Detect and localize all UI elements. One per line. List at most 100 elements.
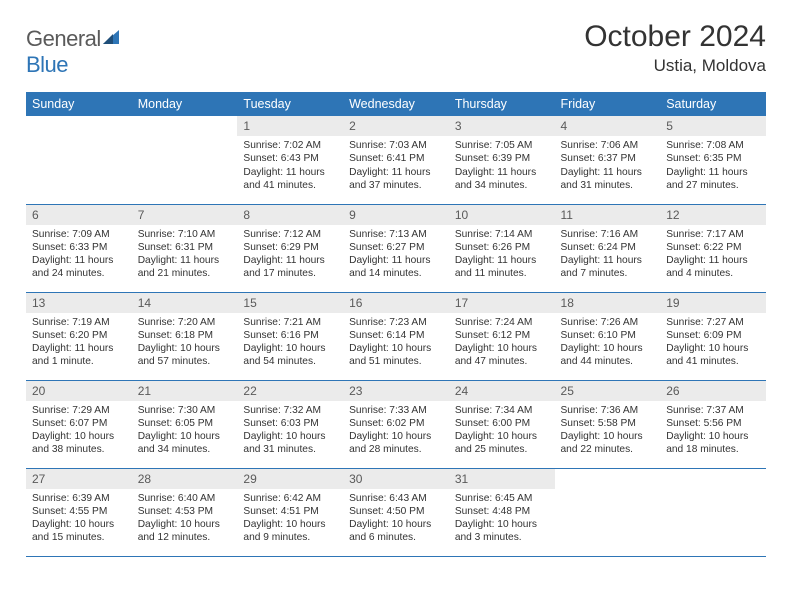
sunset-text: Sunset: 6:31 PM [138,241,232,254]
sunset-text: Sunset: 6:43 PM [243,152,337,165]
day-number: 3 [449,116,555,136]
logo-text: GeneralBlue [26,26,123,78]
day-cell: 17Sunrise: 7:24 AMSunset: 6:12 PMDayligh… [449,292,555,380]
day-cell: 25Sunrise: 7:36 AMSunset: 5:58 PMDayligh… [555,380,661,468]
day-number: 1 [237,116,343,136]
title-block: October 2024 Ustia, Moldova [584,20,766,76]
sunrise-text: Sunrise: 6:45 AM [455,492,549,505]
day-body: Sunrise: 7:19 AMSunset: 6:20 PMDaylight:… [26,313,132,373]
sunrise-text: Sunrise: 7:30 AM [138,404,232,417]
day-number: 7 [132,205,238,225]
daylight-text: Daylight: 10 hours and 44 minutes. [561,342,655,369]
daylight-text: Daylight: 10 hours and 22 minutes. [561,430,655,457]
daylight-text: Daylight: 10 hours and 28 minutes. [349,430,443,457]
day-cell: 8Sunrise: 7:12 AMSunset: 6:29 PMDaylight… [237,204,343,292]
day-number: 8 [237,205,343,225]
day-number: 17 [449,293,555,313]
daylight-text: Daylight: 11 hours and 24 minutes. [32,254,126,281]
day-cell: 13Sunrise: 7:19 AMSunset: 6:20 PMDayligh… [26,292,132,380]
sunset-text: Sunset: 6:12 PM [455,329,549,342]
day-number: 24 [449,381,555,401]
logo-word2: Blue [26,52,68,77]
day-number: 25 [555,381,661,401]
sunrise-text: Sunrise: 7:12 AM [243,228,337,241]
day-body: Sunrise: 7:32 AMSunset: 6:03 PMDaylight:… [237,401,343,461]
day-number: 23 [343,381,449,401]
sunrise-text: Sunrise: 7:08 AM [666,139,760,152]
daylight-text: Daylight: 11 hours and 41 minutes. [243,166,337,193]
day-body: Sunrise: 7:02 AMSunset: 6:43 PMDaylight:… [237,136,343,196]
day-cell: 7Sunrise: 7:10 AMSunset: 6:31 PMDaylight… [132,204,238,292]
daylight-text: Daylight: 10 hours and 51 minutes. [349,342,443,369]
day-body: Sunrise: 7:13 AMSunset: 6:27 PMDaylight:… [343,225,449,285]
daylight-text: Daylight: 10 hours and 34 minutes. [138,430,232,457]
logo-word1: General [26,26,101,51]
day-body: Sunrise: 6:39 AMSunset: 4:55 PMDaylight:… [26,489,132,549]
dow-wed: Wednesday [343,92,449,116]
sunset-text: Sunset: 5:58 PM [561,417,655,430]
day-cell: 14Sunrise: 7:20 AMSunset: 6:18 PMDayligh… [132,292,238,380]
sunrise-text: Sunrise: 7:34 AM [455,404,549,417]
week-row: 13Sunrise: 7:19 AMSunset: 6:20 PMDayligh… [26,292,766,380]
day-cell: 5Sunrise: 7:08 AMSunset: 6:35 PMDaylight… [660,116,766,204]
day-number: 9 [343,205,449,225]
day-body: Sunrise: 7:12 AMSunset: 6:29 PMDaylight:… [237,225,343,285]
sunset-text: Sunset: 6:10 PM [561,329,655,342]
sunrise-text: Sunrise: 7:19 AM [32,316,126,329]
day-cell: 26Sunrise: 7:37 AMSunset: 5:56 PMDayligh… [660,380,766,468]
sunrise-text: Sunrise: 6:39 AM [32,492,126,505]
day-body: Sunrise: 7:23 AMSunset: 6:14 PMDaylight:… [343,313,449,373]
sunset-text: Sunset: 6:16 PM [243,329,337,342]
day-cell: 19Sunrise: 7:27 AMSunset: 6:09 PMDayligh… [660,292,766,380]
day-number: 5 [660,116,766,136]
day-cell [555,468,661,556]
day-cell: 27Sunrise: 6:39 AMSunset: 4:55 PMDayligh… [26,468,132,556]
day-body: Sunrise: 7:05 AMSunset: 6:39 PMDaylight:… [449,136,555,196]
daylight-text: Daylight: 10 hours and 25 minutes. [455,430,549,457]
dow-fri: Friday [555,92,661,116]
day-number: 12 [660,205,766,225]
daylight-text: Daylight: 11 hours and 21 minutes. [138,254,232,281]
sunset-text: Sunset: 4:48 PM [455,505,549,518]
day-cell: 24Sunrise: 7:34 AMSunset: 6:00 PMDayligh… [449,380,555,468]
calendar-table: Sunday Monday Tuesday Wednesday Thursday… [26,92,766,557]
day-cell: 11Sunrise: 7:16 AMSunset: 6:24 PMDayligh… [555,204,661,292]
day-body: Sunrise: 7:27 AMSunset: 6:09 PMDaylight:… [660,313,766,373]
day-body: Sunrise: 7:37 AMSunset: 5:56 PMDaylight:… [660,401,766,461]
dow-row: Sunday Monday Tuesday Wednesday Thursday… [26,92,766,116]
daylight-text: Daylight: 10 hours and 6 minutes. [349,518,443,545]
sunrise-text: Sunrise: 7:27 AM [666,316,760,329]
day-number: 20 [26,381,132,401]
sunset-text: Sunset: 6:37 PM [561,152,655,165]
sunrise-text: Sunrise: 7:09 AM [32,228,126,241]
day-number: 29 [237,469,343,489]
day-body: Sunrise: 7:36 AMSunset: 5:58 PMDaylight:… [555,401,661,461]
daylight-text: Daylight: 10 hours and 18 minutes. [666,430,760,457]
sunrise-text: Sunrise: 7:16 AM [561,228,655,241]
day-number: 16 [343,293,449,313]
daylight-text: Daylight: 11 hours and 31 minutes. [561,166,655,193]
day-number: 26 [660,381,766,401]
day-body: Sunrise: 7:06 AMSunset: 6:37 PMDaylight:… [555,136,661,196]
day-cell: 16Sunrise: 7:23 AMSunset: 6:14 PMDayligh… [343,292,449,380]
day-number: 11 [555,205,661,225]
sunset-text: Sunset: 6:41 PM [349,152,443,165]
daylight-text: Daylight: 11 hours and 11 minutes. [455,254,549,281]
sunrise-text: Sunrise: 7:33 AM [349,404,443,417]
sunset-text: Sunset: 5:56 PM [666,417,760,430]
daylight-text: Daylight: 11 hours and 1 minute. [32,342,126,369]
day-body: Sunrise: 7:17 AMSunset: 6:22 PMDaylight:… [660,225,766,285]
day-number: 14 [132,293,238,313]
day-body: Sunrise: 6:40 AMSunset: 4:53 PMDaylight:… [132,489,238,549]
sunrise-text: Sunrise: 7:32 AM [243,404,337,417]
daylight-text: Daylight: 10 hours and 31 minutes. [243,430,337,457]
day-cell: 30Sunrise: 6:43 AMSunset: 4:50 PMDayligh… [343,468,449,556]
daylight-text: Daylight: 10 hours and 47 minutes. [455,342,549,369]
daylight-text: Daylight: 11 hours and 37 minutes. [349,166,443,193]
day-cell: 12Sunrise: 7:17 AMSunset: 6:22 PMDayligh… [660,204,766,292]
sunset-text: Sunset: 6:22 PM [666,241,760,254]
day-cell: 18Sunrise: 7:26 AMSunset: 6:10 PMDayligh… [555,292,661,380]
sunrise-text: Sunrise: 7:37 AM [666,404,760,417]
sunset-text: Sunset: 6:20 PM [32,329,126,342]
sunrise-text: Sunrise: 6:40 AM [138,492,232,505]
